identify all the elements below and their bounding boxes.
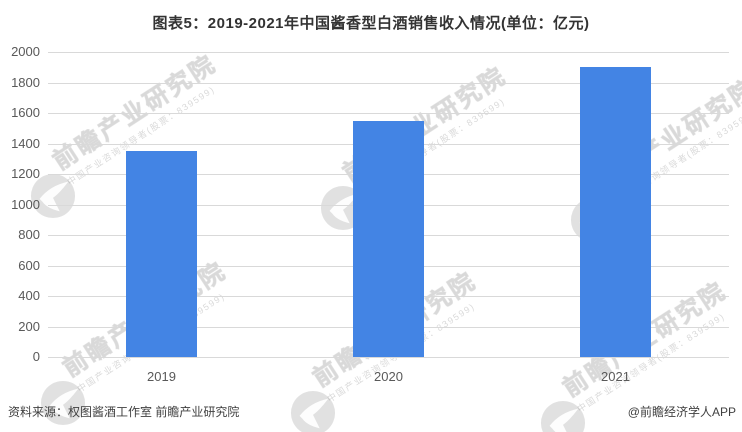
bar-2020 <box>353 120 424 357</box>
y-axis-tick-label: 1800 <box>11 74 40 90</box>
plot-area: 0 200 400 600 800 1000 1200 1400 1600 1800 2000 201… <box>11 44 729 384</box>
y-axis-tick-label: 800 <box>18 227 40 242</box>
y-axis-tick-label: 0 <box>32 349 40 364</box>
credit-note: @前瞻经济学人APP <box>627 405 736 419</box>
y-axis-tick-label: 1000 <box>11 196 40 212</box>
source-note: 资料来源：权图酱酒工作室 前瞻产业研究院 <box>8 405 240 419</box>
gridline-1600 <box>48 113 729 114</box>
x-axis-label-2020: 2020 <box>374 369 403 384</box>
gridline-0 <box>48 357 729 358</box>
y-axis-tick-label: 600 <box>18 257 40 273</box>
gridline-1800 <box>48 82 729 84</box>
y-axis-tick-label: 2000 <box>11 44 40 59</box>
chart-title: 图表5：2019-2021年中国酱香型白酒销售收入情况(单位：亿元) <box>152 15 590 32</box>
x-axis-label-2019: 2019 <box>147 369 176 384</box>
y-axis-tick-label: 1600 <box>11 105 40 120</box>
gridline-2000 <box>48 52 729 53</box>
y-axis-tick-label: 1400 <box>11 135 40 151</box>
x-axis-label-2021: 2021 <box>601 369 630 384</box>
footer: 资料来源：权图酱酒工作室 前瞻产业研究院 @前瞻经济学人APP <box>8 403 736 420</box>
y-axis-tick-label: 400 <box>18 288 40 303</box>
bar-2021 <box>580 67 651 357</box>
y-axis-tick-label: 1200 <box>11 166 40 181</box>
bar-2019 <box>126 151 197 357</box>
y-axis-tick-label: 200 <box>18 318 40 334</box>
